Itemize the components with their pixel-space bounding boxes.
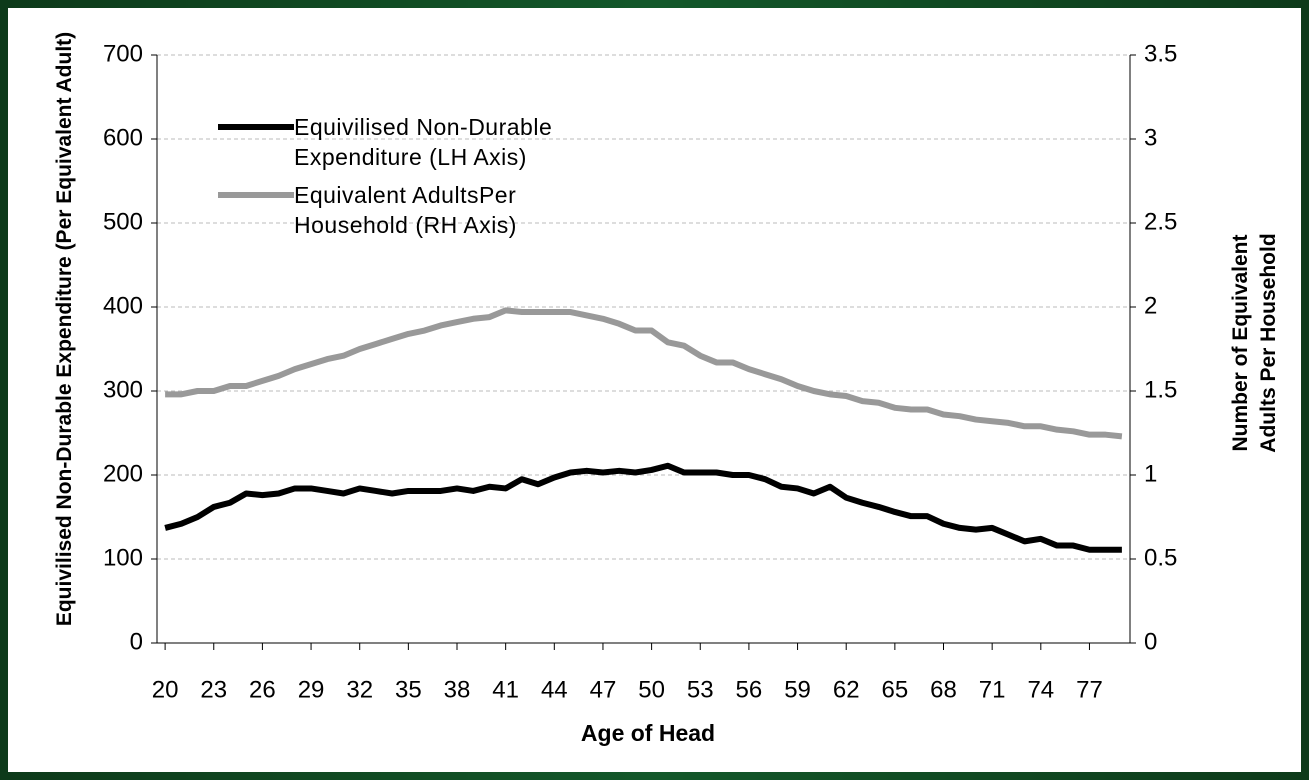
x-tick-label: 50	[638, 676, 665, 703]
x-tick-label: 68	[930, 676, 957, 703]
x-tick-label: 29	[298, 676, 325, 703]
x-tick-label: 38	[444, 676, 471, 703]
x-tick-label: 32	[346, 676, 373, 703]
y2-tick-label: 2.5	[1144, 208, 1177, 235]
x-tick-label: 41	[492, 676, 519, 703]
legend-item: Equivilised Non-Durable Expenditure (LH …	[218, 112, 658, 172]
y-tick-label: 400	[103, 292, 143, 319]
y-tick-label: 600	[103, 124, 143, 151]
x-tick-label: 44	[541, 676, 568, 703]
legend: Equivilised Non-Durable Expenditure (LH …	[218, 112, 658, 248]
x-tick-label: 26	[249, 676, 276, 703]
legend-item: Equivalent AdultsPer Household (RH Axis)	[218, 180, 658, 240]
x-tick-label: 23	[200, 676, 227, 703]
x-tick-label: 62	[833, 676, 860, 703]
x-tick-label: 56	[736, 676, 763, 703]
x-tick-label: 53	[687, 676, 714, 703]
x-tick-label: 74	[1027, 676, 1054, 703]
y-tick-label: 100	[103, 544, 143, 571]
x-tick-label: 65	[882, 676, 909, 703]
y2-tick-label: 2	[1144, 292, 1157, 319]
y2-tick-label: 3.5	[1144, 40, 1177, 67]
x-tick-label: 77	[1076, 676, 1103, 703]
x-axis-title: Age of Head	[581, 720, 715, 746]
y2-tick-label: 0.5	[1144, 544, 1177, 571]
y2-tick-label: 0	[1144, 628, 1157, 655]
legend-label: Equivalent AdultsPer Household (RH Axis)	[294, 182, 517, 238]
x-tick-label: 35	[395, 676, 422, 703]
y2-tick-label: 1	[1144, 460, 1157, 487]
y-tick-label: 0	[130, 628, 143, 655]
data-line	[165, 307, 1123, 440]
y2-tick-label: 1.5	[1144, 376, 1177, 403]
y-tick-label: 200	[103, 460, 143, 487]
legend-swatch	[218, 124, 294, 130]
y2-tick-label: 3	[1144, 124, 1157, 151]
x-tick-label: 47	[590, 676, 617, 703]
y-tick-label: 300	[103, 376, 143, 403]
x-tick-label: 20	[152, 676, 179, 703]
legend-swatch	[218, 192, 294, 198]
y-tick-label: 700	[103, 40, 143, 67]
x-tick-label: 59	[784, 676, 811, 703]
y2-axis-title: Number of Equivalent Adults Per Househol…	[1229, 233, 1280, 453]
x-tick-label: 71	[979, 676, 1006, 703]
data-line	[164, 462, 1122, 553]
legend-label: Equivilised Non-Durable Expenditure (LH …	[294, 114, 553, 170]
y-axis-title: Equivilised Non-Durable Expenditure (Per…	[53, 31, 76, 627]
y-tick-label: 500	[103, 208, 143, 235]
